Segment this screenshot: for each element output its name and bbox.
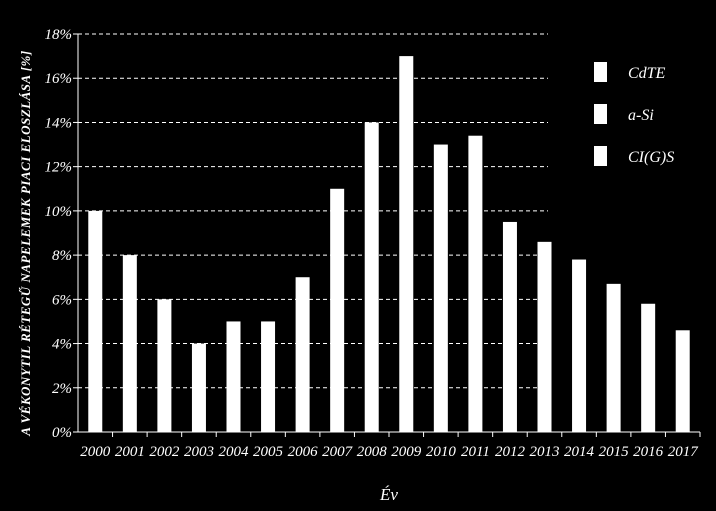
x-tick-label: 2012 — [495, 444, 526, 460]
x-tick-label: 2015 — [599, 444, 630, 460]
x-tick-label: 2017 — [668, 444, 700, 460]
y-tick-label: 0% — [52, 425, 72, 441]
bar-2013 — [537, 241, 552, 432]
x-axis-label: Év — [379, 485, 398, 504]
x-tick-label: 2006 — [288, 444, 319, 460]
bar-2001 — [122, 255, 137, 432]
legend: CdTE a-Si CI(G)S — [594, 62, 674, 166]
bar-2000 — [88, 210, 103, 432]
x-tick-label: 2004 — [219, 444, 250, 460]
x-tick-label: 2016 — [633, 444, 664, 460]
x-tick-label: 2011 — [461, 444, 490, 460]
x-tick-label: 2000 — [80, 444, 111, 460]
bar-2007 — [330, 188, 345, 432]
x-tick-label: 2002 — [149, 444, 180, 460]
bar-2009 — [399, 56, 414, 432]
bar-2012 — [502, 221, 517, 432]
y-tick-label: 8% — [52, 248, 72, 264]
y-tick-label: 10% — [45, 204, 73, 220]
y-tick-label: 12% — [45, 160, 73, 176]
y-tick-label: 2% — [52, 381, 72, 397]
bar-2016 — [641, 303, 656, 432]
x-tick-label: 2001 — [115, 444, 145, 460]
bar-2005 — [261, 321, 276, 432]
bar-2014 — [572, 259, 587, 432]
bar-2015 — [606, 283, 621, 432]
y-tick-label: 18% — [45, 27, 73, 43]
x-tick-label: 2005 — [253, 444, 284, 460]
legend-label: CdTE — [628, 65, 666, 82]
bar-2004 — [226, 321, 241, 432]
bar-2011 — [468, 135, 483, 432]
x-tick-label: 2003 — [184, 444, 214, 460]
y-axis-ticks: 0% 2% 4% 6% 8% 10% 12% 14% 16% 18% — [45, 27, 78, 441]
bar-2008 — [364, 122, 379, 432]
legend-swatch — [594, 104, 607, 124]
y-tick-label: 6% — [52, 292, 72, 308]
y-tick-label: 4% — [52, 337, 72, 353]
x-tick-label: 2013 — [530, 444, 560, 460]
x-tick-label: 2009 — [391, 444, 422, 460]
legend-swatch — [594, 146, 607, 166]
x-tick-label: 2008 — [357, 444, 388, 460]
bar-2003 — [191, 343, 206, 432]
bar-2017 — [675, 330, 690, 432]
gridlines — [78, 33, 548, 389]
x-tick-label: 2014 — [564, 444, 595, 460]
bar-2010 — [433, 144, 448, 433]
legend-swatch — [594, 62, 607, 82]
x-tick-label: 2010 — [426, 444, 457, 460]
legend-label: a-Si — [628, 107, 654, 124]
bars — [88, 56, 690, 433]
y-tick-label: 16% — [45, 71, 73, 87]
bar-2006 — [295, 277, 310, 432]
x-tick-label: 2007 — [322, 444, 354, 460]
y-tick-label: 14% — [45, 115, 73, 131]
x-axis-ticks: 2000 2001 2002 2003 2004 2005 2006 2007 2008 2009… — [80, 432, 701, 460]
y-axis-label: A VÉKONYTIL RÉTEGŰ NAPELEMEK PIACI ELOSZ… — [18, 50, 33, 436]
bar-2002 — [157, 299, 172, 432]
legend-label: CI(G)S — [628, 149, 674, 166]
